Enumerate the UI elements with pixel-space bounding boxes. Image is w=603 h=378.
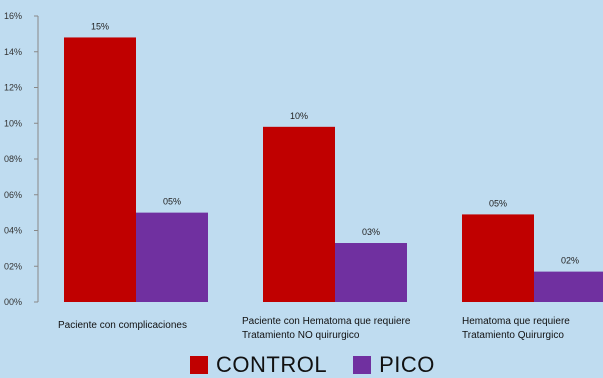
data-label-pico-3: 02%: [561, 256, 579, 266]
category-label-3: Hematoma que requiere Tratamiento Quirur…: [462, 315, 570, 343]
y-tick-label: 02%: [4, 261, 22, 271]
legend-label-control: CONTROL: [216, 352, 328, 377]
bar-pico-2: [335, 243, 407, 302]
category-label-line: Paciente con complicaciones: [58, 320, 187, 331]
legend-item-pico: PICO: [353, 352, 435, 378]
y-tick-label: 08%: [4, 154, 22, 164]
data-label-control-2: 10%: [290, 111, 308, 121]
y-axis: 00% 02% 04% 06% 08% 10% 12% 14% 16%: [4, 11, 39, 307]
legend-swatch-pico: [353, 356, 372, 374]
y-tick-label: 04%: [4, 226, 22, 236]
category-label-line: Paciente con Hematoma que requiere: [242, 316, 411, 327]
category-label-1: Paciente con complicaciones: [58, 319, 187, 333]
bar-control-1: [64, 37, 136, 302]
legend-swatch-control: [190, 356, 208, 374]
legend: CONTROL PICO: [190, 352, 461, 378]
data-label-control-1: 15%: [91, 21, 109, 31]
y-tick-label: 16%: [4, 11, 22, 21]
bars: [64, 37, 603, 302]
category-label-2: Paciente con Hematoma que requiere Trata…: [242, 315, 410, 343]
bar-pico-3: [534, 271, 603, 302]
y-tick-label: 06%: [4, 190, 22, 200]
bar-pico-1: [136, 212, 208, 302]
data-label-pico-1: 05%: [163, 197, 181, 207]
y-tick-label: 00%: [4, 297, 22, 307]
y-tick-label: 14%: [4, 47, 22, 57]
legend-item-control: CONTROL: [190, 352, 327, 378]
data-label-control-3: 05%: [489, 198, 507, 208]
category-label-line: Tratamiento Quirurgico: [462, 330, 564, 341]
category-label-line: Hematoma que requiere: [462, 316, 570, 327]
bar-control-3: [462, 214, 534, 302]
y-tick-label: 10%: [4, 118, 22, 128]
data-labels: 15% 10% 05% 05% 03% 02%: [91, 21, 579, 265]
data-label-pico-2: 03%: [362, 227, 380, 237]
category-label-line: Tratamiento NO quirurgico: [242, 330, 360, 341]
legend-label-pico: PICO: [379, 352, 435, 377]
y-tick-label: 12%: [4, 83, 22, 93]
bar-control-2: [263, 126, 335, 302]
